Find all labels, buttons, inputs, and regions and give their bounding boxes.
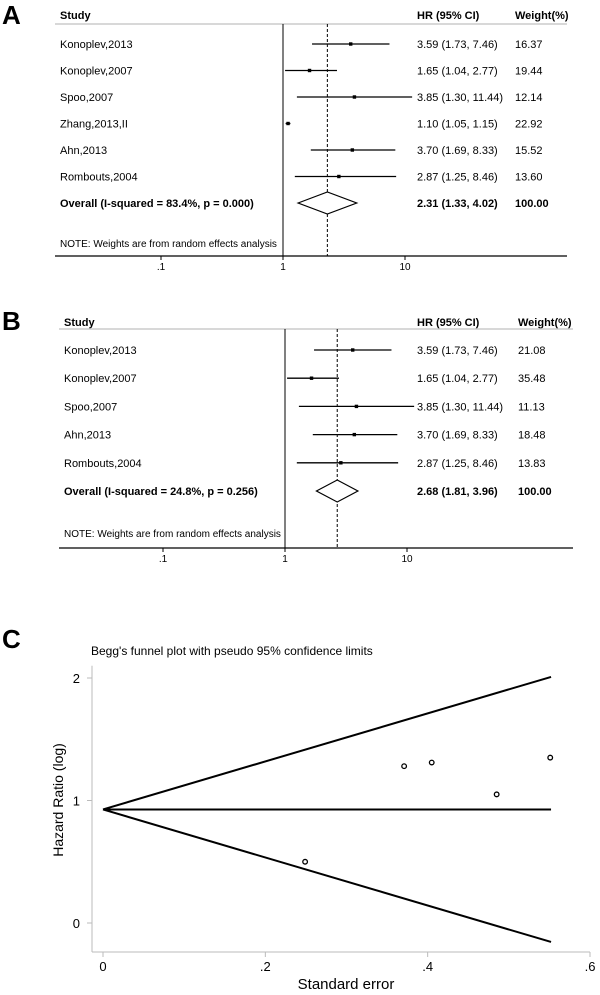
study-point bbox=[493, 791, 500, 798]
weight-text: 11.13 bbox=[518, 401, 545, 413]
hr-ci-text: 1.65 (1.04, 2.77) bbox=[417, 373, 498, 385]
point-estimate bbox=[309, 376, 314, 380]
x-tick-label: .6 bbox=[585, 959, 596, 974]
point-estimate bbox=[352, 95, 357, 99]
x-tick-label: 10 bbox=[399, 262, 411, 273]
overall-diamond bbox=[296, 191, 359, 215]
study-point bbox=[428, 759, 435, 766]
header-weight: Weight(%) bbox=[515, 10, 569, 22]
header-weight: Weight(%) bbox=[518, 317, 572, 329]
header-study: Study bbox=[64, 317, 95, 329]
x-tick-label: 10 bbox=[401, 554, 413, 565]
x-axis-label: Standard error bbox=[298, 976, 395, 993]
x-tick-label: 0 bbox=[99, 959, 106, 974]
study-point bbox=[302, 858, 309, 865]
overall-weight: 100.00 bbox=[518, 486, 552, 498]
weight-text: 19.44 bbox=[515, 66, 543, 78]
hr-ci-text: 2.87 (1.25, 8.46) bbox=[417, 458, 498, 470]
lower-confidence-limit bbox=[102, 808, 552, 943]
point-estimate bbox=[286, 121, 290, 126]
point-estimate bbox=[350, 148, 355, 152]
overall-label: Overall (I-squared = 24.8%, p = 0.256) bbox=[64, 486, 258, 498]
header-study: Study bbox=[60, 10, 91, 22]
x-tick-label: .1 bbox=[159, 554, 168, 565]
point-estimate bbox=[337, 174, 341, 179]
weight-text: 22.92 bbox=[515, 119, 543, 131]
x-tick-label: .4 bbox=[422, 959, 433, 974]
weight-text: 16.37 bbox=[515, 39, 543, 51]
point-estimate bbox=[354, 404, 359, 409]
weight-text: 13.83 bbox=[518, 458, 546, 470]
chart-title: Begg's funnel plot with pseudo 95% confi… bbox=[91, 644, 373, 658]
hr-ci-text: 2.87 (1.25, 8.46) bbox=[417, 172, 498, 184]
hr-ci-text: 3.59 (1.73, 7.46) bbox=[417, 345, 498, 357]
weight-text: 13.60 bbox=[515, 172, 543, 184]
weight-text: 21.08 bbox=[518, 345, 546, 357]
study-name: Konoplev,2013 bbox=[60, 39, 133, 51]
weight-text: 35.48 bbox=[518, 373, 546, 385]
study-name: Spoo,2007 bbox=[60, 92, 113, 104]
hr-ci-text: 1.10 (1.05, 1.15) bbox=[417, 119, 498, 131]
study-name: Rombouts,2004 bbox=[60, 172, 138, 184]
panel-label: A bbox=[2, 0, 21, 30]
note-text: NOTE: Weights are from random effects an… bbox=[64, 529, 281, 540]
header-hr: HR (95% CI) bbox=[417, 10, 480, 22]
overall-hr-text: 2.68 (1.81, 3.96) bbox=[417, 486, 498, 498]
hr-ci-text: 1.65 (1.04, 2.77) bbox=[417, 66, 498, 78]
point-estimate bbox=[352, 432, 357, 437]
overall-weight: 100.00 bbox=[515, 198, 549, 210]
study-name: Konoplev,2007 bbox=[64, 373, 137, 385]
x-tick-label: .1 bbox=[157, 262, 166, 273]
study-name: Zhang,2013,II bbox=[60, 119, 128, 131]
x-tick-label: 1 bbox=[280, 262, 286, 273]
weight-text: 12.14 bbox=[515, 92, 543, 104]
hr-ci-text: 3.70 (1.69, 8.33) bbox=[417, 430, 498, 442]
panel-label: C bbox=[2, 624, 21, 654]
study-name: Ahn,2013 bbox=[60, 145, 107, 157]
study-name: Rombouts,2004 bbox=[64, 458, 142, 470]
panel-label: B bbox=[2, 306, 21, 336]
study-name: Konoplev,2007 bbox=[60, 66, 133, 78]
weight-text: 18.48 bbox=[518, 430, 546, 442]
y-axis-label: Hazard Ratio (log) bbox=[50, 743, 66, 857]
overall-label: Overall (I-squared = 83.4%, p = 0.000) bbox=[60, 198, 254, 210]
hr-ci-text: 3.70 (1.69, 8.33) bbox=[417, 145, 498, 157]
y-tick-label: 2 bbox=[73, 671, 80, 686]
hr-ci-text: 3.85 (1.30, 11.44) bbox=[417, 401, 503, 413]
note-text: NOTE: Weights are from random effects an… bbox=[60, 239, 277, 250]
point-estimate bbox=[351, 348, 355, 352]
x-tick-label: 1 bbox=[282, 554, 288, 565]
weight-text: 15.52 bbox=[515, 145, 543, 157]
hr-ci-text: 3.59 (1.73, 7.46) bbox=[417, 39, 498, 51]
overall-diamond bbox=[315, 479, 360, 503]
hr-ci-text: 3.85 (1.30, 11.44) bbox=[417, 92, 503, 104]
study-point bbox=[401, 763, 408, 770]
study-name: Spoo,2007 bbox=[64, 401, 117, 413]
overall-hr-text: 2.31 (1.33, 4.02) bbox=[417, 198, 498, 210]
y-tick-label: 1 bbox=[73, 794, 80, 809]
upper-confidence-limit bbox=[102, 675, 552, 811]
x-tick-label: .2 bbox=[260, 959, 271, 974]
y-tick-label: 0 bbox=[73, 916, 80, 931]
study-name: Ahn,2013 bbox=[64, 430, 111, 442]
study-name: Konoplev,2013 bbox=[64, 345, 137, 357]
header-hr: HR (95% CI) bbox=[417, 317, 480, 329]
point-estimate bbox=[349, 42, 353, 46]
point-estimate bbox=[339, 461, 343, 465]
study-point bbox=[547, 754, 554, 761]
point-estimate bbox=[307, 68, 312, 73]
